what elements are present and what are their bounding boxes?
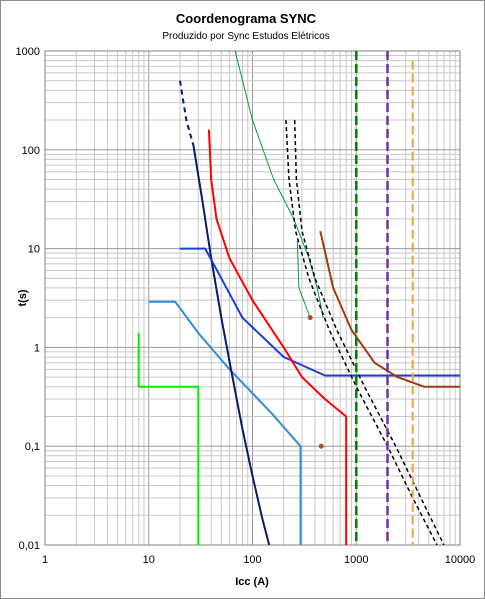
chart-title: Coordenograma SYNC (176, 11, 317, 26)
curve-10 (293, 120, 445, 546)
curve-11 (319, 230, 460, 388)
x-tick-label: 1 (42, 554, 48, 566)
curve-1 (137, 333, 200, 545)
marker-point-1 (307, 315, 313, 321)
curve-9 (285, 120, 438, 546)
curve-2 (148, 300, 302, 545)
x-tick-labels: 1 10 100 1000 10000 (42, 554, 475, 566)
y-tick-label: 1000 (16, 46, 40, 58)
x-tick-label: 10000 (445, 554, 476, 566)
x-axis-label: Icc (A) (235, 576, 269, 588)
x-tick-label: 1000 (344, 554, 368, 566)
marker-point-2 (318, 443, 324, 449)
curve-5 (180, 247, 460, 377)
y-tick-labels: 1000 100 10 1 0,1 0,01 (16, 46, 40, 552)
series-layer (137, 50, 460, 546)
chart-subtitle: Produzido por Sync Estudos Elétricos (162, 31, 329, 42)
y-axis-label: t(s) (17, 289, 29, 306)
plot-area (44, 50, 461, 546)
grid (44, 51, 460, 546)
curve-7 (234, 50, 324, 318)
y-tick-label: 10 (28, 244, 40, 256)
curve-3 (192, 145, 271, 546)
y-tick-label: 0,1 (25, 441, 40, 453)
y-tick-label: 1 (34, 342, 40, 354)
curve-6 (207, 129, 348, 545)
curve-8 (296, 240, 311, 318)
marker-layer (307, 315, 324, 449)
y-tick-label: 0,01 (19, 540, 40, 552)
y-tick-label: 100 (22, 145, 40, 157)
x-tick-label: 10 (143, 554, 155, 566)
curve-4 (179, 80, 195, 146)
x-tick-label: 100 (243, 554, 261, 566)
